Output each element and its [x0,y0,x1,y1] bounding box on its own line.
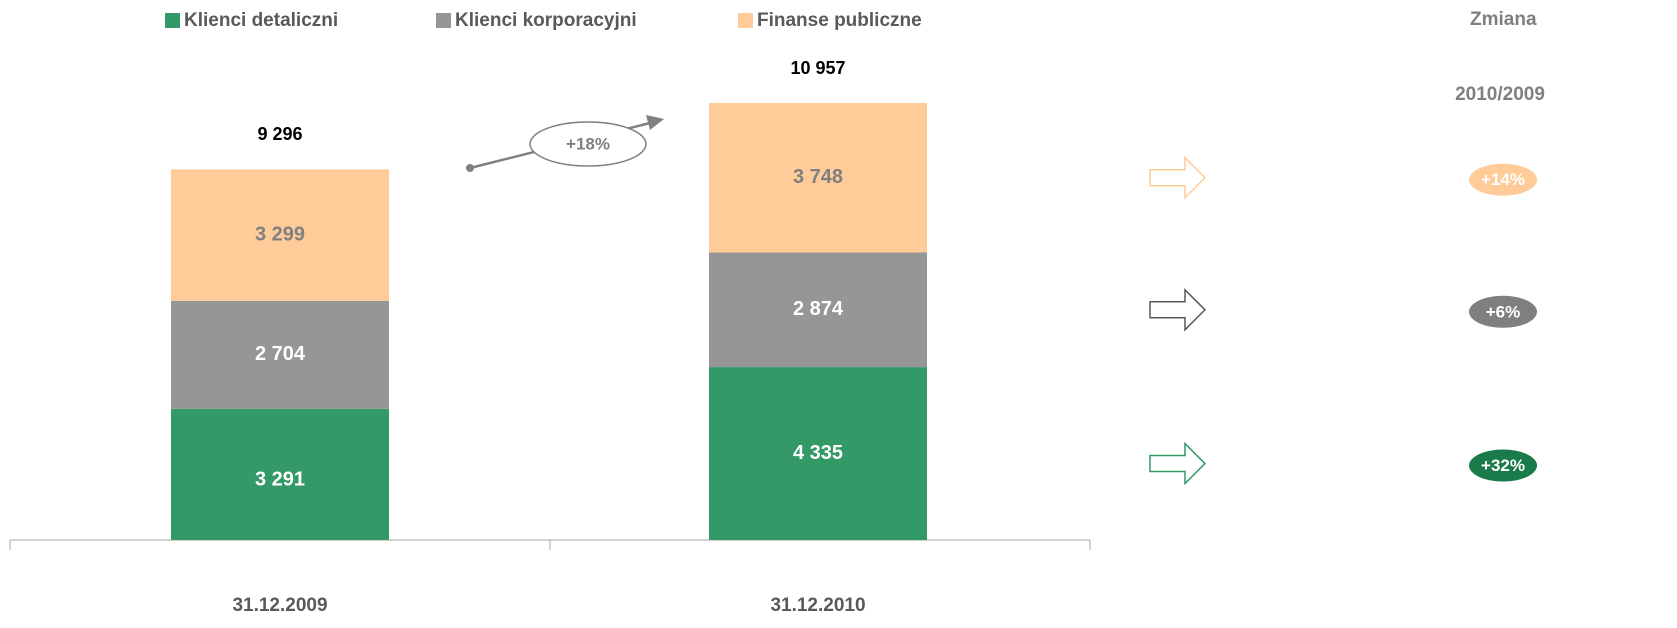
growth-arrowhead [646,115,664,130]
change-badge [1469,449,1537,482]
growth-annotation: +18% [466,115,664,172]
value-label: 4 335 [793,442,843,464]
x-tick-label: 31.12.2009 [232,595,327,616]
change-badge [1469,163,1537,196]
bar-segment [709,252,927,368]
legend-label: Klienci detaliczni [184,10,338,31]
bar-segment [709,367,927,540]
value-label: 3 291 [255,469,305,491]
growth-label: +18% [566,134,610,153]
total-label: 10 957 [790,58,845,78]
change-label: +32% [1481,456,1525,475]
bar-segment [171,408,389,540]
bar-segment [171,169,389,301]
legend-label: Finanse publiczne [757,10,922,31]
change-arrow [1149,287,1207,332]
change-arrow [1149,441,1207,486]
legend-swatch [165,13,180,28]
change-label: +6% [1486,302,1521,321]
value-label: 2 874 [793,298,844,320]
change-label: +14% [1481,170,1525,189]
value-label: 3 299 [255,223,305,245]
legend-swatch [738,13,753,28]
x-tick-label: 31.12.2010 [770,595,865,616]
bar-segment [171,300,389,409]
legend-swatch [436,13,451,28]
value-label: 3 748 [793,166,843,188]
change-badge [1469,295,1537,328]
change-period: 2010/2009 [1455,84,1545,105]
legend-label: Klienci korporacyjni [455,10,637,31]
change-title: Zmiana [1470,9,1537,30]
growth-bubble [529,121,647,167]
change-arrow [1149,155,1207,200]
value-label: 2 704 [255,343,306,365]
bar-segment [709,103,927,253]
total-label: 9 296 [257,124,302,144]
